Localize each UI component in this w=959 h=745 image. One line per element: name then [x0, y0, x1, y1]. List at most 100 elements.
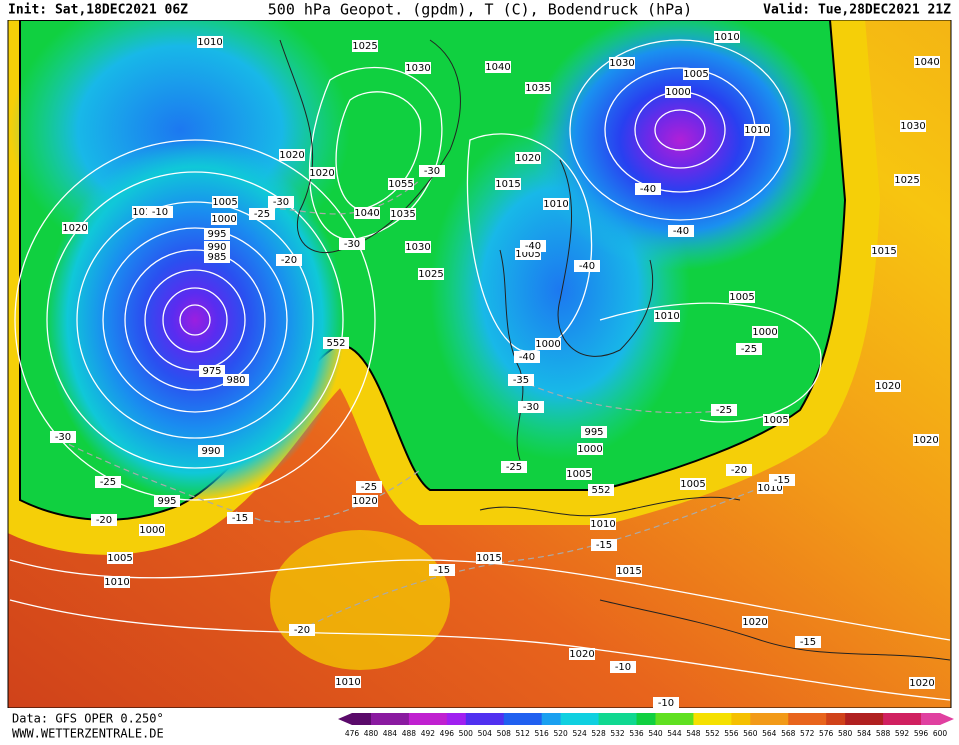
geopotential-label-box [588, 484, 614, 496]
pressure-label-box [139, 524, 165, 536]
pressure-label: 990 [201, 446, 220, 457]
temperature-label-box [356, 481, 382, 493]
pressure-label-box [204, 241, 230, 253]
colorbar-label: 600 [933, 729, 948, 738]
pressure-label-box [309, 167, 335, 179]
pressure-label-box [476, 552, 502, 564]
colorbar-cell [427, 713, 448, 725]
pressure-label-box [204, 228, 230, 240]
temperature-label: -30 [273, 197, 289, 208]
temperature-label: -20 [294, 625, 310, 636]
pressure-label: 1030 [609, 58, 634, 69]
pressure-label-box [913, 434, 939, 446]
colorbar-cell [655, 713, 675, 725]
pressure-label-box [199, 365, 225, 377]
pressure-label-box [197, 36, 223, 48]
pressure-label: 1010 [590, 519, 615, 530]
temperature-label-box [508, 374, 534, 386]
pressure-label-box [900, 120, 926, 132]
pressure-label-box [418, 268, 444, 280]
pressure-label-box [223, 374, 249, 386]
pressure-label: 1015 [616, 566, 641, 577]
geopotential-label: 552 [591, 485, 610, 496]
temperature-label: -40 [579, 261, 595, 272]
pressure-label-box [566, 468, 592, 480]
colorbar-cell [712, 713, 732, 725]
pressure-label-box [714, 31, 740, 43]
temperature-label-box [591, 539, 617, 551]
temperature-label-box [635, 183, 661, 195]
colorbar-cell [864, 713, 884, 725]
pressure-label: 1025 [418, 269, 443, 280]
colorbar-cell [731, 713, 751, 725]
pressure-label: 1035 [390, 209, 415, 220]
temperature-label-box [419, 165, 445, 177]
pressure-label-box [590, 518, 616, 530]
temperature-label-box [769, 474, 795, 486]
pressure-label: 1000 [211, 214, 236, 225]
pressure-label-box [729, 291, 755, 303]
pressure-label: 1000 [577, 444, 602, 455]
temperature-label-box [268, 196, 294, 208]
pressure-label: 1010 [197, 37, 222, 48]
colorbar-label: 532 [610, 729, 625, 738]
pressure-label-box [204, 251, 230, 263]
temperature-label-box [520, 240, 546, 252]
temperature-label-box [95, 476, 121, 488]
pressure-label: 1020 [352, 496, 377, 507]
colorbar-cell [503, 713, 524, 725]
colorbar-cell [902, 713, 922, 725]
pressure-label: 1030 [405, 63, 430, 74]
pressure-label: 980 [226, 375, 245, 386]
colorbar-cell [769, 713, 789, 725]
colorbar-label: 580 [838, 729, 853, 738]
colorbar-arrow [338, 713, 352, 725]
init-time: Init: Sat,18DEC2021 06Z [8, 3, 188, 18]
map [8, 20, 951, 708]
pressure-label: 1010 [132, 207, 157, 218]
temperature-label-box [726, 464, 752, 476]
temperature-label-box [276, 254, 302, 266]
colorbar-cell [617, 713, 638, 725]
colorbar-label: 552 [705, 729, 720, 738]
temperature-label: -30 [523, 402, 539, 413]
temperature-label: -25 [506, 462, 522, 473]
pressure-label-box [62, 222, 88, 234]
map-title: 500 hPa Geopot. (gpdm), T (C), Bodendruc… [268, 1, 692, 19]
colorbar-label: 544 [667, 729, 682, 738]
colorbar-cell [636, 713, 656, 725]
geopotential-label: 552 [326, 338, 345, 349]
temperature-label: -20 [96, 515, 112, 526]
temperature-label: -25 [254, 209, 270, 220]
colorbar-cell [352, 713, 372, 725]
colorbar-cell [883, 713, 903, 725]
temperature-label: -15 [434, 565, 450, 576]
pressure-label-box [211, 213, 237, 225]
colorbar-label: 536 [629, 729, 644, 738]
pressure-label: 990 [207, 242, 226, 253]
colorbar-label: 528 [591, 729, 606, 738]
temperature-label: -40 [673, 226, 689, 237]
temperature-label: -10 [658, 698, 674, 709]
colorbar-label: 480 [364, 729, 379, 738]
colorbar-arrow [940, 713, 954, 725]
pressure-label: 1010 [757, 483, 782, 494]
pressure-label-box [535, 338, 561, 350]
pressure-label-box [354, 207, 380, 219]
pressure-label: 985 [207, 252, 226, 263]
temperature-label-box [227, 512, 253, 524]
colorbar-label: 560 [743, 729, 758, 738]
pressure-label: 1005 [212, 197, 237, 208]
temperature-label-box [501, 461, 527, 473]
colorbar: 476 480 484 488 492 496 500 504 508 512 516 520 524 5… [338, 713, 954, 738]
pressure-label-box [609, 57, 635, 69]
colorbar-cell [541, 713, 562, 725]
pressure-label: 1005 [107, 553, 132, 564]
pressure-label: 1000 [665, 87, 690, 98]
colorbar-cell [560, 713, 581, 725]
pressure-label-box [543, 198, 569, 210]
pressure-label-box [894, 174, 920, 186]
pressure-label-box [654, 310, 680, 322]
temperature-label-box [736, 343, 762, 355]
